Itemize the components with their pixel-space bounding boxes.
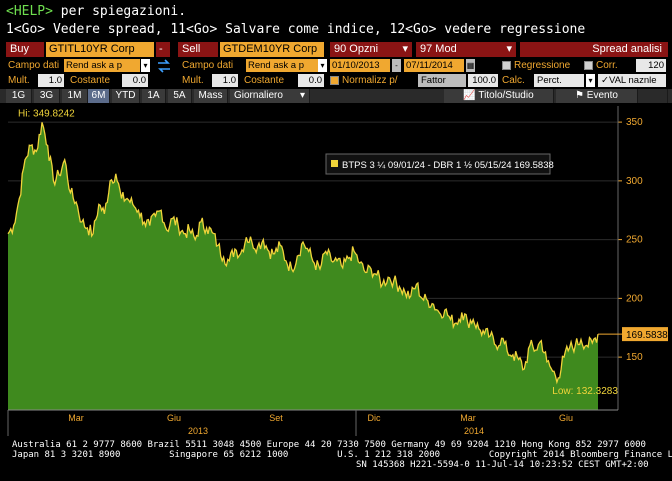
security1-field[interactable]: GTITL10YR Corp xyxy=(46,42,154,57)
corr-label: Corr. xyxy=(596,60,618,71)
x-tick-label: Mar xyxy=(460,413,476,423)
spread-area xyxy=(8,122,598,411)
normalizza-checkbox[interactable] xyxy=(330,76,339,85)
campo-dati-field-2[interactable]: Rend ask a p xyxy=(246,59,318,72)
x-year-label: 2014 xyxy=(464,426,484,436)
low-annotation: Low: 132.3283 xyxy=(552,386,618,397)
currency-field[interactable]: ✓VAL naznle xyxy=(598,74,666,87)
fattor-field[interactable]: 100.0 xyxy=(468,74,498,87)
spread-line xyxy=(7,122,599,385)
campo-dati-label-2: Campo dati xyxy=(182,60,234,71)
x-tick-label: Set xyxy=(269,413,283,423)
x-tick-label: Dic xyxy=(368,413,381,423)
swap-icon[interactable] xyxy=(156,58,172,74)
event-label: Evento xyxy=(586,90,618,101)
calc-method-field[interactable]: Perct. xyxy=(534,74,584,87)
fattor-label: Fattor xyxy=(418,74,466,87)
x-tick-label: Giu xyxy=(167,413,181,423)
tab-mass[interactable]: Mass xyxy=(194,89,228,103)
costante-field-2[interactable]: 0.0 xyxy=(298,74,324,87)
campo-dati-label-1: Campo dati xyxy=(8,60,60,71)
tab-6m[interactable]: 6M xyxy=(88,89,110,103)
mult-label-2: Mult. xyxy=(182,75,204,86)
tab-3g[interactable]: 3G xyxy=(34,89,60,103)
calc-dropdown-icon[interactable]: ▾ xyxy=(586,74,595,87)
y-tick-label: 150 xyxy=(626,352,643,363)
corr-value-field[interactable]: 120 xyxy=(636,59,666,72)
footer-session: SN 145368 H221-5594-0 11-Jul-14 10:23:52… xyxy=(356,460,649,470)
calendar-icon[interactable]: ▦ xyxy=(466,59,475,72)
footer-contacts-1: Australia 61 2 9777 8600 Brazil 5511 304… xyxy=(12,440,646,450)
campo1-dropdown-icon[interactable]: ▾ xyxy=(141,59,150,72)
mult-field-2[interactable]: 1.0 xyxy=(212,74,238,87)
currency-check-icon: ✓ xyxy=(601,75,609,86)
legend-label: BTPS 3 ¼ 09/01/24 - DBR 1 ½ 05/15/24 169… xyxy=(342,160,554,171)
mult-label-1: Mult. xyxy=(8,75,30,86)
last-value-label: 169.5838 xyxy=(626,330,668,341)
chart-icon: 📈 xyxy=(463,90,479,101)
costante-field-1[interactable]: 0.0 xyxy=(122,74,148,87)
title-study-label: Titolo/Studio xyxy=(478,90,534,101)
command-hint-line: 1<Go> Vedere spread, 11<Go> Salvare come… xyxy=(6,22,586,37)
start-date-field[interactable]: 01/10/2013 xyxy=(330,59,390,72)
modify-label: 97 Mod xyxy=(420,43,457,55)
legend-swatch xyxy=(331,160,338,167)
footer-contacts-2: Japan 81 3 3201 8900 Singapore 65 6212 1… xyxy=(12,450,672,460)
security2-field[interactable]: GTDEM10YR Corp xyxy=(220,42,324,57)
options-menu-button[interactable]: 90 Opzni ▾ xyxy=(330,42,412,57)
end-date-field[interactable]: 07/11/2014 xyxy=(404,59,464,72)
event-icon: ⚑ xyxy=(575,90,587,101)
regression-label: Regressione xyxy=(514,60,571,71)
normalizza-label: Normalizz p/ xyxy=(342,75,398,86)
campo2-dropdown-icon[interactable]: ▾ xyxy=(318,59,327,72)
y-tick-label: 300 xyxy=(626,176,643,187)
help-text: per spiegazioni. xyxy=(52,4,187,19)
tab-5a[interactable]: 5A xyxy=(168,89,192,103)
more-button[interactable] xyxy=(640,89,668,103)
modify-menu-button[interactable]: 97 Mod ▾ xyxy=(416,42,516,57)
spread-analysis-button[interactable]: Spread analisi xyxy=(520,42,668,57)
x-axis: Mar Giu Set Dic Mar Giu 2013 2014 xyxy=(7,409,618,436)
campo-dati-field-1[interactable]: Rend ask a p xyxy=(64,59,140,72)
x-tick-label: Giu xyxy=(559,413,573,423)
date-range-separator: - xyxy=(392,59,401,72)
options-label: 90 Opzni xyxy=(334,43,379,55)
tab-ytd[interactable]: YTD xyxy=(112,89,140,103)
tab-1m[interactable]: 1M xyxy=(62,89,88,103)
y-tick-label: 200 xyxy=(626,293,643,304)
minus-button[interactable]: - xyxy=(156,42,170,57)
y-tick-label: 250 xyxy=(626,235,643,246)
costante-label-1: Costante xyxy=(70,75,111,86)
high-annotation: Hi: 349.8242 xyxy=(18,108,75,119)
currency-value: VAL naznle xyxy=(608,75,657,86)
regression-checkbox[interactable] xyxy=(502,61,511,70)
calc-label: Calc. xyxy=(502,75,525,86)
modify-dropdown-icon: ▾ xyxy=(506,43,512,55)
y-tick-label: 350 xyxy=(626,117,643,128)
frequency-dropdown-icon: ▾ xyxy=(299,90,305,101)
x-tick-label: Mar xyxy=(68,413,84,423)
x-year-label: 2013 xyxy=(188,426,208,436)
tab-1a[interactable]: 1A xyxy=(142,89,166,103)
help-key[interactable]: <HELP> xyxy=(6,4,53,19)
mult-field-1[interactable]: 1.0 xyxy=(38,74,64,87)
corr-checkbox[interactable] xyxy=(584,61,593,70)
help-line: <HELP> per spiegazioni. xyxy=(6,4,186,20)
buy-button[interactable]: Buy xyxy=(6,42,44,57)
frequency-select[interactable]: Giornaliero ▾ xyxy=(230,89,310,103)
sell-button[interactable]: Sell xyxy=(178,42,218,57)
last-value-tag: 169.5838 xyxy=(622,327,668,342)
frequency-label: Giornaliero xyxy=(234,90,283,101)
y-axis: 150 200 250 300 350 xyxy=(617,106,643,410)
event-button[interactable]: ⚑ Evento xyxy=(556,89,638,103)
legend-box: BTPS 3 ¼ 09/01/24 - DBR 1 ½ 05/15/24 169… xyxy=(325,153,554,175)
costante-label-2: Costante xyxy=(244,75,285,86)
tab-1g[interactable]: 1G xyxy=(6,89,32,103)
options-dropdown-icon: ▾ xyxy=(402,43,408,55)
spread-chart: 150 200 250 300 350 Mar Giu Set Dic Mar Giu 2013 20… xyxy=(7,106,668,436)
title-study-button[interactable]: 📈 Titolo/Studio xyxy=(444,89,554,103)
period-tab-bar: 1G 3G 1M 6M YTD 1A 5A Mass Giornaliero ▾ … xyxy=(0,89,672,103)
